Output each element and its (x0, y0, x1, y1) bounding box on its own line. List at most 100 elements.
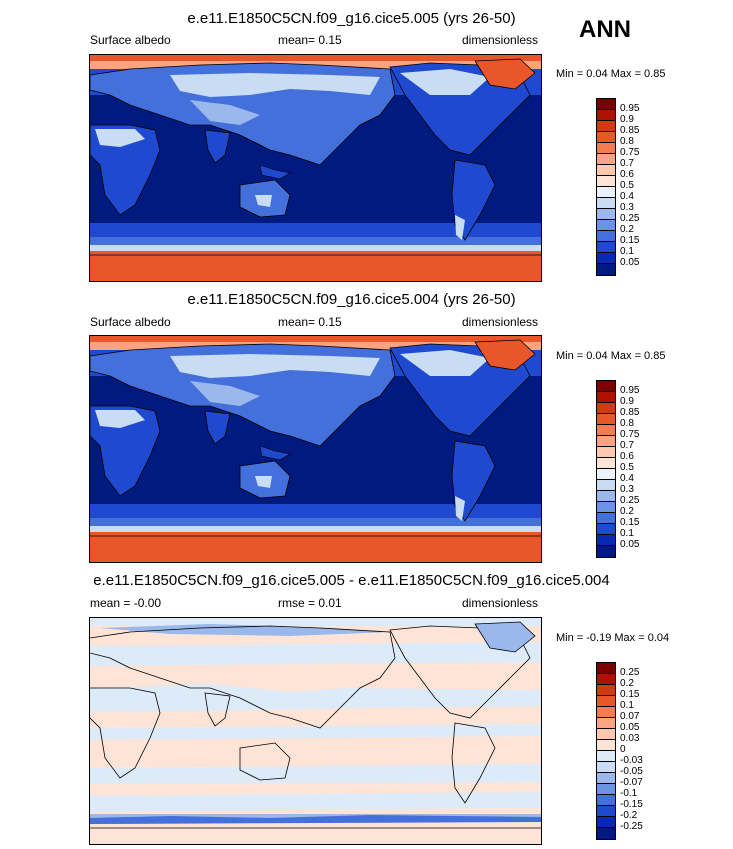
panel-2-minmax: Min = 0.04 Max = 0.85 (556, 350, 666, 362)
panel-2-mean-label: mean= 0.15 (278, 315, 342, 329)
panel-3-title: e.e11.E1850C5CN.f09_g16.cice5.005 - e.e1… (93, 572, 610, 589)
colorbar-swatch (597, 154, 615, 165)
panel-3-difference-map (89, 617, 542, 845)
colorbar-tick-label: 0.8 (620, 418, 634, 429)
colorbar-swatch (597, 264, 615, 275)
colorbar-tick-label: 0.6 (620, 169, 634, 180)
colorbar-tick-label: 0.85 (620, 407, 640, 418)
panel-1-mean-label: mean= 0.15 (278, 33, 342, 47)
colorbar-swatch (597, 740, 615, 751)
colorbar-tick-label: -0.07 (620, 777, 643, 788)
colorbar-tick-label: 0.2 (620, 506, 634, 517)
colorbar-tick-label: 0.15 (620, 517, 640, 528)
panel-3-minmax: Min = -0.19 Max = 0.04 (556, 632, 670, 644)
colorbar-tick-label: 0.1 (620, 528, 634, 539)
colorbar-swatch (597, 220, 615, 231)
colorbar-tick-label: 0.25 (620, 495, 640, 506)
colorbar-swatch (597, 718, 615, 729)
colorbar-swatch (597, 436, 615, 447)
colorbar-swatch (597, 143, 615, 154)
colorbar-swatch (597, 469, 615, 480)
colorbar-tick-label: -0.05 (620, 766, 643, 777)
colorbar-tick-label: 0.75 (620, 429, 640, 440)
panel-2-units-label: dimensionless (462, 315, 539, 329)
colorbar-swatch (597, 209, 615, 220)
colorbar-swatch (597, 403, 615, 414)
panel-3-rmse-label: rmse = 0.01 (278, 596, 342, 610)
colorbar-swatch (597, 447, 615, 458)
colorbar-swatch (597, 795, 615, 806)
colorbar-tick-label: -0.03 (620, 755, 643, 766)
colorbar-swatch (597, 425, 615, 436)
colorbar-tick-label: 0.05 (620, 722, 640, 733)
panel-2-title: e.e11.E1850C5CN.f09_g16.cice5.004 (yrs 2… (187, 291, 516, 308)
colorbar-tick-label: 0.5 (620, 462, 634, 473)
colorbar-tick-label: 0.85 (620, 125, 640, 136)
colorbar-swatch (597, 828, 615, 839)
colorbar-swatch (597, 524, 615, 535)
colorbar-tick-label: 0.2 (620, 678, 634, 689)
colorbar-swatch (597, 806, 615, 817)
colorbar-tick-label: 0.9 (620, 396, 634, 407)
colorbar-tick-label: 0.1 (620, 700, 634, 711)
season-label: ANN (579, 16, 631, 43)
colorbar-swatch (597, 817, 615, 828)
panel-3-mean-label: mean = -0.00 (90, 596, 162, 610)
colorbar-swatch (597, 784, 615, 795)
panel-2-albedo-map (89, 335, 542, 563)
colorbar-swatch (597, 480, 615, 491)
colorbar-tick-label: 0.6 (620, 451, 634, 462)
colorbar-swatch (597, 99, 615, 110)
colorbar-swatch (597, 381, 615, 392)
panel-2-variable-label: Surface albedo (90, 315, 171, 329)
panel-1-variable-label: Surface albedo (90, 33, 171, 47)
colorbar-swatch (597, 762, 615, 773)
colorbar-tick-label: 0.3 (620, 484, 634, 495)
panel-1-minmax: Min = 0.04 Max = 0.85 (556, 68, 666, 80)
colorbar-tick-label: 0.5 (620, 180, 634, 191)
colorbar-tick-label: 0.7 (620, 440, 634, 451)
colorbar-tick-label: 0.25 (620, 667, 640, 678)
colorbar-swatch (597, 751, 615, 762)
colorbar-swatch (597, 773, 615, 784)
panel-1-albedo-map (89, 54, 542, 282)
colorbar-tick-label: 0.05 (620, 539, 640, 550)
panel-1-title: e.e11.E1850C5CN.f09_g16.cice5.005 (yrs 2… (187, 10, 516, 27)
colorbar-swatch (597, 176, 615, 187)
colorbar-tick-label: -0.15 (620, 799, 643, 810)
colorbar-swatch (597, 198, 615, 209)
colorbar-swatch (597, 535, 615, 546)
colorbar-swatch (597, 392, 615, 403)
colorbar-tick-label: 0.05 (620, 257, 640, 268)
colorbar-swatch (597, 132, 615, 143)
colorbar-swatch (597, 187, 615, 198)
colorbar-tick-label: 0.03 (620, 733, 640, 744)
colorbar-tick-label: 0.8 (620, 136, 634, 147)
colorbar-swatch (597, 707, 615, 718)
colorbar-swatch (597, 696, 615, 707)
colorbar-swatch (597, 242, 615, 253)
colorbar-tick-label: 0.4 (620, 191, 634, 202)
colorbar-tick-label: 0.1 (620, 246, 634, 257)
colorbar-swatch (597, 121, 615, 132)
colorbar-tick-label: 0.75 (620, 147, 640, 158)
colorbar-swatch (597, 458, 615, 469)
colorbar-swatch (597, 502, 615, 513)
colorbar-swatch (597, 729, 615, 740)
colorbar-swatch (597, 253, 615, 264)
colorbar-tick-label: 0.95 (620, 103, 640, 114)
colorbar-swatch (597, 513, 615, 524)
panel-1-units-label: dimensionless (462, 33, 539, 47)
colorbar-swatch (597, 546, 615, 557)
colorbar-swatch (597, 165, 615, 176)
colorbar-tick-label: 0.7 (620, 158, 634, 169)
colorbar-tick-label: 0.15 (620, 235, 640, 246)
colorbar-swatch (597, 491, 615, 502)
colorbar-swatch (597, 110, 615, 121)
colorbar-tick-label: 0.25 (620, 213, 640, 224)
colorbar-swatch (597, 685, 615, 696)
colorbar-tick-label: 0.15 (620, 689, 640, 700)
colorbar-tick-label: 0.07 (620, 711, 640, 722)
colorbar-swatch (597, 663, 615, 674)
colorbar-tick-label: 0.4 (620, 473, 634, 484)
